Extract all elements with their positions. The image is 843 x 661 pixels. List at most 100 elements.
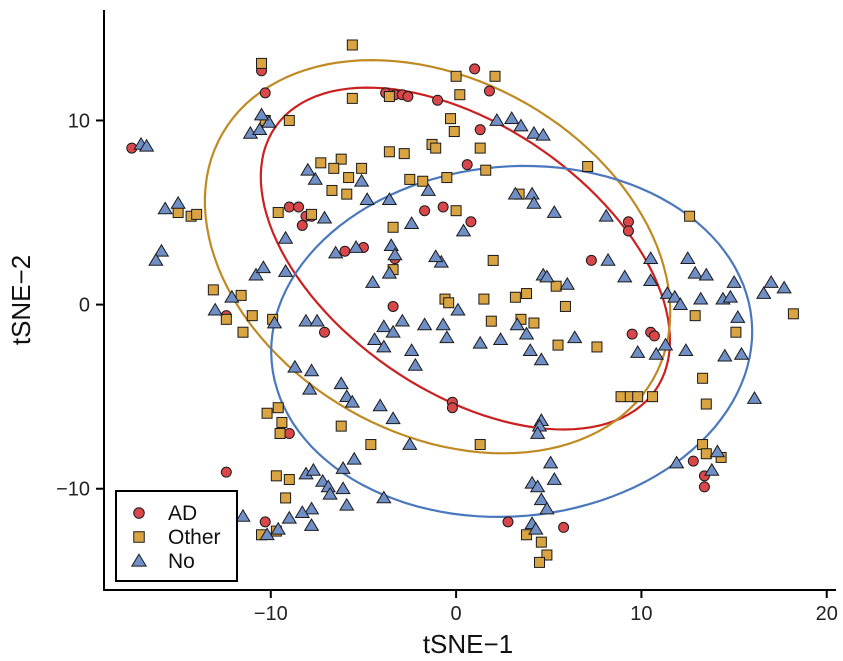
point-no <box>709 444 726 458</box>
point-no <box>381 265 398 279</box>
point-other <box>237 326 249 338</box>
point-no <box>305 462 322 476</box>
point-no <box>259 527 275 541</box>
point-no <box>402 437 418 450</box>
point-no <box>376 319 392 333</box>
point-other <box>533 556 545 568</box>
point-other <box>535 536 547 548</box>
y-tick-label: 0 <box>79 295 90 317</box>
point-no <box>680 251 696 264</box>
x-tick-label: 10 <box>630 603 652 625</box>
legend-marker-no <box>130 553 148 567</box>
point-ad <box>437 201 449 213</box>
point-no <box>372 398 388 412</box>
point-no <box>322 486 338 500</box>
point-other <box>383 91 395 103</box>
point-ad <box>432 94 444 106</box>
point-no <box>717 348 733 362</box>
point-no <box>346 451 362 465</box>
point-no <box>503 111 520 125</box>
point-other <box>615 391 627 403</box>
point-no <box>235 508 251 522</box>
point-no <box>253 107 270 121</box>
point-other <box>632 391 644 403</box>
point-no <box>763 275 779 288</box>
point-no <box>489 113 505 126</box>
point-ad <box>259 516 271 528</box>
point-no <box>598 208 614 222</box>
point-no <box>776 280 792 294</box>
x-tick-label: 20 <box>816 603 838 625</box>
point-other <box>509 291 521 303</box>
point-no <box>353 173 370 187</box>
point-ad <box>461 159 473 171</box>
point-other <box>365 439 377 451</box>
point-other <box>521 529 533 541</box>
point-other <box>480 164 492 176</box>
point-no <box>756 286 772 299</box>
point-ad <box>387 300 399 312</box>
point-no <box>428 249 444 263</box>
point-other <box>346 39 358 51</box>
point-other <box>441 172 453 184</box>
point-no <box>148 252 164 266</box>
point-other <box>220 313 232 325</box>
point-no <box>704 462 720 476</box>
point-ad <box>319 326 331 338</box>
point-other <box>328 162 340 174</box>
point-no <box>509 317 525 331</box>
point-other <box>191 208 203 220</box>
point-other <box>730 326 742 338</box>
point-other <box>448 126 460 138</box>
point-no <box>301 381 318 395</box>
point-ad <box>474 124 486 136</box>
x-ticks: −10 0 10 20 <box>254 590 838 625</box>
point-other <box>283 114 295 126</box>
point-other <box>528 317 540 329</box>
point-ad <box>502 516 514 528</box>
point-other <box>280 492 292 504</box>
point-other <box>404 173 416 185</box>
point-ad <box>259 87 271 99</box>
point-no <box>600 252 616 266</box>
point-ad <box>339 245 351 257</box>
point-other <box>335 420 347 432</box>
point-other <box>387 221 399 233</box>
point-other <box>398 148 410 160</box>
point-no <box>667 289 683 303</box>
point-no <box>730 310 746 323</box>
point-other <box>582 161 594 173</box>
point-other <box>474 439 486 451</box>
legend-marker-other <box>133 531 145 543</box>
point-ad <box>698 481 710 493</box>
point-no <box>507 186 524 200</box>
point-no <box>566 330 583 344</box>
point-no <box>307 171 323 185</box>
point-other <box>489 70 501 82</box>
point-no <box>472 335 488 349</box>
point-other <box>445 113 457 125</box>
point-no <box>376 339 392 353</box>
series-other <box>172 39 799 568</box>
point-no <box>365 275 381 288</box>
point-other <box>787 308 799 320</box>
point-ad <box>296 219 308 231</box>
point-other <box>346 92 358 104</box>
point-no <box>439 330 455 344</box>
point-ad <box>469 63 481 75</box>
point-other <box>315 157 327 169</box>
point-no <box>726 275 742 288</box>
point-other <box>283 474 295 486</box>
point-no <box>403 343 420 357</box>
point-no <box>648 346 664 360</box>
point-other <box>591 341 603 353</box>
point-other <box>272 207 284 219</box>
point-no <box>403 216 420 229</box>
point-no <box>255 260 272 274</box>
point-no <box>693 291 709 305</box>
point-other <box>474 142 486 154</box>
point-ad <box>283 427 295 439</box>
series-ad <box>126 63 710 533</box>
y-tick-label: 10 <box>68 110 90 132</box>
